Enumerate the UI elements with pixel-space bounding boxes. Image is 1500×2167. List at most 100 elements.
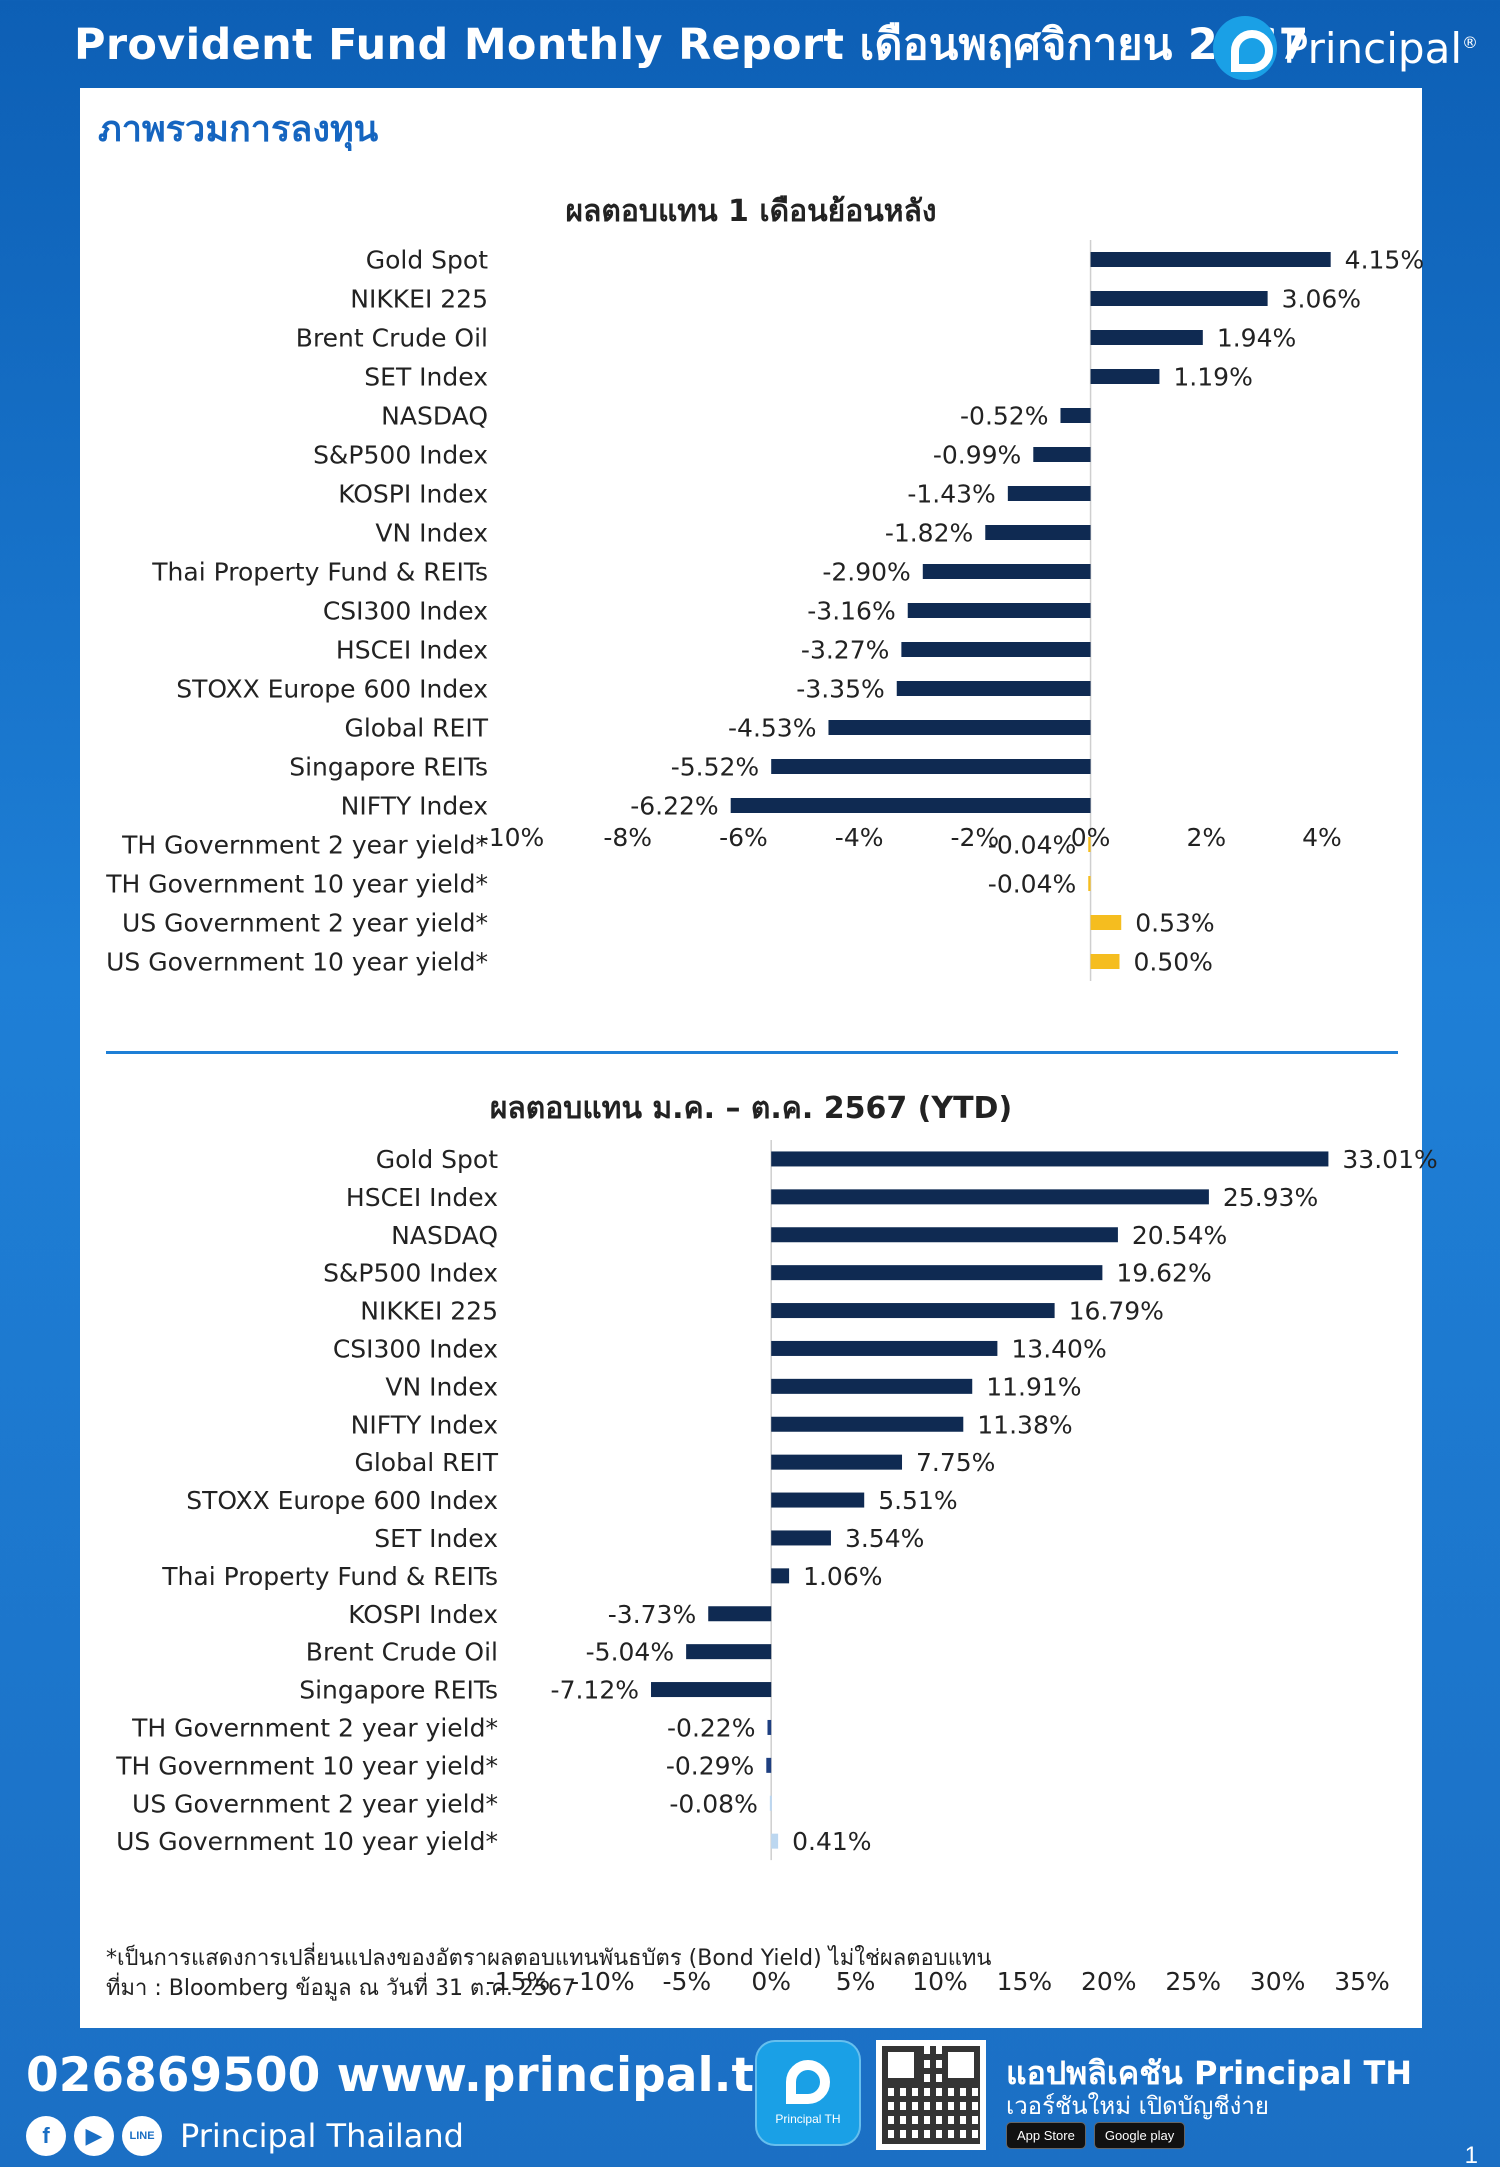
store-badges: App Store Google play	[1006, 2122, 1193, 2149]
app-subheading: เวอร์ชันใหม่ เปิดบัญชีง่าย	[1006, 2092, 1269, 2120]
x-tick-label: -5%	[662, 1967, 711, 1996]
bar	[1090, 330, 1203, 345]
bar	[769, 1795, 772, 1811]
data-label: 13.40%	[1011, 1334, 1106, 1363]
x-tick-label: -10%	[480, 823, 545, 852]
category-label: NASDAQ	[391, 1221, 498, 1250]
x-tick-label: -15%	[486, 1967, 551, 1996]
bar	[771, 759, 1091, 774]
chart-title-1m: ผลตอบแทน 1 เดือนย้อนหลัง	[565, 194, 937, 229]
bar	[771, 1416, 964, 1432]
category-label: NIFTY Index	[341, 792, 488, 821]
category-label: VN Index	[375, 519, 488, 548]
social-links: f ▶ LINE Principal Thailand	[26, 2116, 464, 2156]
data-label: -5.52%	[671, 753, 759, 782]
category-label: Global REIT	[344, 714, 488, 743]
brand-name: Principal®	[1283, 23, 1478, 73]
category-label: NIFTY Index	[351, 1410, 498, 1439]
data-label: -1.82%	[885, 519, 973, 548]
data-label: 25.93%	[1223, 1183, 1318, 1212]
category-label: Gold Spot	[366, 246, 488, 275]
bar	[651, 1682, 772, 1698]
bar	[922, 564, 1091, 579]
x-tick-label: -2%	[951, 823, 1000, 852]
x-tick-label: 15%	[997, 1967, 1053, 1996]
bar	[771, 1530, 831, 1546]
data-label: -5.04%	[586, 1638, 674, 1667]
app-heading: แอปพลิเคชัน Principal TH	[1006, 2054, 1413, 2092]
category-label: Global REIT	[354, 1448, 498, 1477]
footnote: *เป็นการแสดงการเปลี่ยนแปลงของอัตราผลตอบแ…	[106, 1944, 991, 2004]
bar	[1033, 447, 1091, 462]
chart-ytd-returns: Gold Spot 33.01% HSCEI Index 25.93% NASDAQ 20…	[115, 1140, 1438, 1996]
page-number: 1	[1464, 2142, 1478, 2167]
data-label: -3.73%	[608, 1600, 696, 1629]
data-label: -3.27%	[801, 636, 889, 665]
data-label: 1.94%	[1217, 324, 1296, 353]
category-label: SET Index	[364, 363, 488, 392]
category-label: Gold Spot	[376, 1145, 498, 1174]
contact-phone-web[interactable]: 026869500 www.principal.th	[26, 2048, 788, 2103]
category-label: HSCEI Index	[336, 636, 488, 665]
line-icon[interactable]: LINE	[122, 2116, 162, 2156]
footer: 026869500 www.principal.th f ▶ LINE Prin…	[0, 2028, 1500, 2167]
category-label: S&P500 Index	[323, 1259, 498, 1288]
category-label: US Government 2 year yield*	[122, 909, 488, 938]
category-label: US Government 10 year yield*	[106, 948, 488, 977]
bar	[771, 1833, 779, 1849]
bar	[1007, 486, 1091, 501]
data-label: 19.62%	[1116, 1259, 1211, 1288]
data-label: 11.38%	[977, 1410, 1072, 1439]
x-tick-label: 0%	[751, 1967, 791, 1996]
category-label: SET Index	[374, 1524, 498, 1553]
category-label: HSCEI Index	[346, 1183, 498, 1212]
x-tick-label: 5%	[836, 1967, 876, 1996]
x-tick-label: -6%	[719, 823, 768, 852]
bar	[985, 525, 1091, 540]
page-title: Provident Fund Monthly Report เดือนพฤศจิ…	[74, 20, 1309, 70]
divider	[106, 1051, 1398, 1054]
bar	[771, 1189, 1209, 1205]
category-label: US Government 2 year yield*	[132, 1789, 498, 1818]
data-label: -1.43%	[907, 480, 995, 509]
app-store-badge[interactable]: App Store	[1006, 2122, 1086, 2149]
category-label: Thai Property Fund & REITs	[151, 558, 488, 587]
google-play-badge[interactable]: Google play	[1093, 2122, 1186, 2149]
data-label: 0.53%	[1135, 909, 1214, 938]
category-label: KOSPI Index	[338, 480, 488, 509]
bar	[1060, 408, 1091, 423]
data-label: -0.04%	[988, 870, 1076, 899]
bar	[771, 1378, 973, 1394]
category-label: KOSPI Index	[348, 1600, 498, 1629]
category-label: Singapore REITs	[299, 1676, 498, 1705]
bar	[766, 1757, 772, 1773]
footnote-source: ที่มา : Bloomberg ข้อมูล ณ วันที่ 31 ต.ค…	[106, 1976, 576, 2001]
category-label: TH Government 10 year yield*	[105, 870, 488, 899]
data-label: 3.06%	[1282, 285, 1361, 314]
bar	[1090, 369, 1160, 384]
category-label: S&P500 Index	[313, 441, 488, 470]
youtube-icon[interactable]: ▶	[74, 2116, 114, 2156]
bar	[828, 720, 1091, 735]
data-label: 7.75%	[916, 1448, 995, 1477]
bar	[1088, 837, 1091, 852]
category-label: Thai Property Fund & REITs	[161, 1562, 498, 1591]
bar	[1090, 915, 1122, 930]
category-label: NASDAQ	[381, 402, 488, 431]
data-label: -0.22%	[667, 1713, 755, 1742]
bar	[907, 603, 1091, 618]
category-label: STOXX Europe 600 Index	[186, 1486, 498, 1515]
data-label: -4.53%	[728, 714, 816, 743]
category-label: Brent Crude Oil	[306, 1638, 498, 1667]
facebook-icon[interactable]: f	[26, 2116, 66, 2156]
data-label: 4.15%	[1345, 246, 1424, 275]
data-label: 1.19%	[1173, 363, 1252, 392]
bar	[771, 1568, 790, 1584]
app-icon[interactable]: Principal TH	[755, 2040, 861, 2146]
header: Provident Fund Monthly Report เดือนพฤศจิ…	[0, 0, 1500, 88]
data-label: 0.50%	[1134, 948, 1213, 977]
category-label: NIKKEI 225	[360, 1297, 498, 1326]
category-label: TH Government 2 year yield*	[131, 1713, 498, 1742]
data-label: 3.54%	[845, 1524, 924, 1553]
bar	[771, 1227, 1118, 1243]
